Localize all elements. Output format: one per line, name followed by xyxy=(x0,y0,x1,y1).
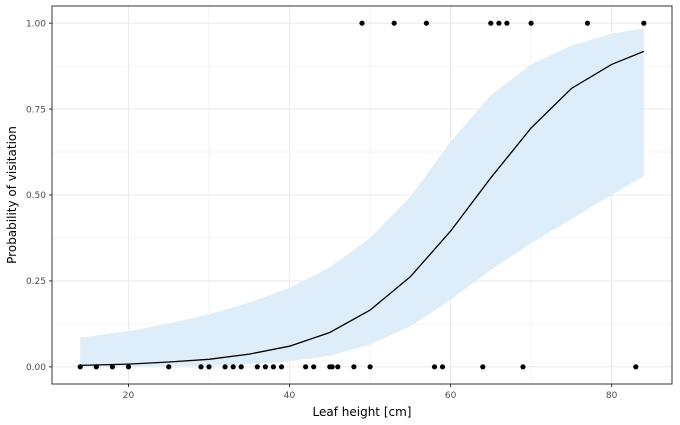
data-point xyxy=(278,364,285,370)
data-point xyxy=(329,364,335,370)
x-tick-label: 40 xyxy=(284,391,296,401)
data-point xyxy=(480,364,486,370)
data-point xyxy=(335,364,341,370)
y-tick-label: 0.75 xyxy=(26,105,46,115)
x-tick-label: 20 xyxy=(123,391,135,401)
data-point xyxy=(254,364,260,370)
data-point xyxy=(504,20,510,26)
data-point xyxy=(262,364,268,370)
confidence-band xyxy=(80,28,644,367)
data-point xyxy=(528,20,534,26)
data-point xyxy=(488,20,494,26)
data-point xyxy=(520,364,526,370)
data-point xyxy=(439,364,446,370)
data-point xyxy=(125,364,132,370)
y-tick-label: 0.50 xyxy=(26,191,46,201)
data-point xyxy=(431,364,438,370)
data-point xyxy=(198,364,204,370)
data-point xyxy=(230,364,236,370)
confidence-band-area xyxy=(80,28,644,367)
data-point xyxy=(496,20,502,26)
data-point xyxy=(367,364,373,370)
data-point xyxy=(222,364,228,370)
data-point xyxy=(206,364,212,370)
x-axis-title: Leaf height [cm] xyxy=(313,405,412,419)
data-point xyxy=(166,364,172,370)
y-tick-label: 1.00 xyxy=(26,19,46,29)
y-tick-label: 0.25 xyxy=(26,277,46,287)
data-point xyxy=(359,20,365,26)
data-point xyxy=(351,364,357,370)
x-axis: 20 40 60 80 xyxy=(123,384,618,401)
data-point xyxy=(238,364,244,370)
y-axis: 0.00 0.25 0.50 0.75 1.00 xyxy=(26,19,52,373)
data-point xyxy=(77,364,83,370)
data-point xyxy=(109,364,115,370)
fit-curve-line xyxy=(80,50,645,367)
data-point xyxy=(303,364,309,370)
data-point xyxy=(270,364,276,370)
observation-points xyxy=(77,20,647,370)
fit-curve xyxy=(80,50,645,367)
y-tick-label: 0.00 xyxy=(26,363,46,373)
data-point xyxy=(633,364,639,370)
data-point xyxy=(93,364,99,370)
data-point xyxy=(584,20,591,26)
x-tick-label: 80 xyxy=(606,391,618,401)
x-tick-label: 60 xyxy=(445,391,457,401)
data-point xyxy=(311,364,317,370)
y-axis-title: Probability of visitation xyxy=(5,126,19,264)
data-point xyxy=(391,20,397,26)
data-point xyxy=(641,20,647,26)
data-point xyxy=(423,20,429,26)
